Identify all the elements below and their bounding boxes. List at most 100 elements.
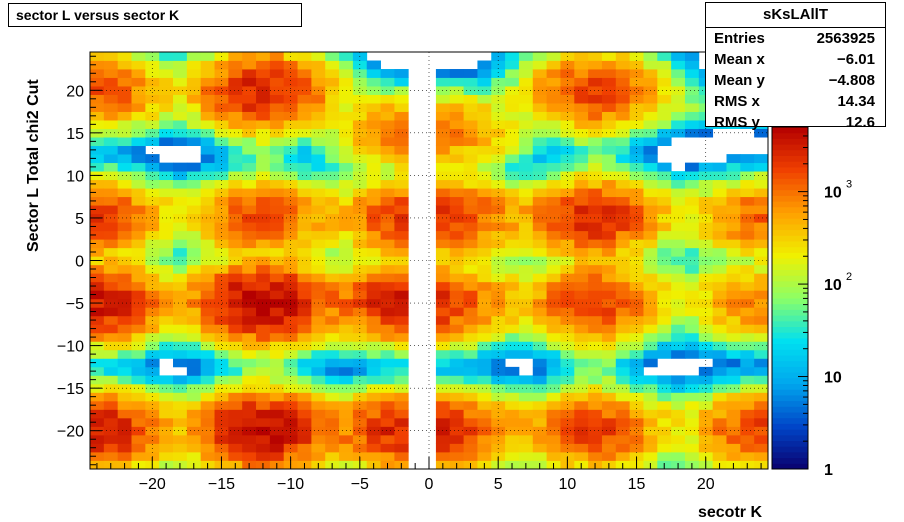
heatmap-cell [228, 145, 243, 155]
heatmap-cell [283, 358, 298, 368]
heatmap-cell [145, 154, 160, 164]
heatmap-cell [532, 120, 548, 129]
heatmap-cell [339, 103, 354, 112]
heatmap-cell [145, 86, 160, 95]
heatmap-cell [380, 77, 395, 87]
heatmap-cell [726, 213, 741, 223]
heatmap-cell [242, 239, 257, 249]
heatmap-cell [435, 409, 451, 419]
heatmap-cell [366, 434, 381, 444]
heatmap-cell [463, 409, 478, 419]
heatmap-cell [352, 213, 368, 223]
heatmap-cell [463, 222, 478, 232]
colorbar-segment [772, 349, 808, 356]
heatmap-cell [173, 77, 188, 87]
heatmap-cell [449, 400, 464, 410]
heatmap-cell [505, 247, 520, 257]
heatmap-cell [394, 154, 409, 164]
y-tick-label: −10 [57, 339, 84, 356]
heatmap-cell [546, 358, 561, 368]
heatmap-cell [435, 179, 451, 189]
heatmap-cell [200, 94, 215, 104]
heatmap-cell [588, 315, 603, 325]
heatmap-cell [726, 392, 741, 402]
heatmap-cell [657, 400, 672, 410]
heatmap-cell [131, 400, 146, 410]
colorbar-segment [772, 406, 808, 413]
heatmap-cell [200, 341, 215, 351]
heatmap-cell [505, 256, 520, 266]
heatmap-cell [449, 188, 464, 198]
heatmap-cell [588, 94, 603, 104]
heatmap-cell [200, 409, 215, 419]
heatmap-cell [311, 273, 326, 283]
heatmap-cell [435, 205, 451, 215]
heatmap-cell [186, 60, 202, 70]
heatmap-cell [629, 171, 644, 181]
heatmap-cell [311, 94, 326, 104]
heatmap-cell [117, 162, 132, 172]
heatmap-cell [311, 349, 326, 359]
heatmap-cell [518, 120, 534, 129]
heatmap-cell [131, 247, 146, 257]
heatmap-cell [477, 205, 492, 215]
heatmap-cell [117, 426, 132, 436]
heatmap-cell [505, 179, 520, 189]
heatmap-cell [629, 307, 644, 317]
heatmap-cell [117, 137, 132, 147]
heatmap-cell [297, 196, 312, 206]
heatmap-cell [283, 103, 298, 112]
heatmap-cell [546, 366, 561, 376]
heatmap-cell [657, 315, 672, 325]
heatmap-cell [242, 426, 257, 436]
heatmap-cell [380, 120, 395, 129]
heatmap-cell [339, 154, 354, 164]
heatmap-cell [754, 315, 769, 325]
heatmap-cell [671, 230, 686, 240]
heatmap-cell [394, 409, 409, 419]
heatmap-cell [546, 154, 561, 164]
heatmap-cell [463, 332, 478, 342]
heatmap-cell [380, 94, 395, 104]
heatmap-cell [325, 120, 340, 129]
heatmap-cell [173, 434, 188, 444]
heatmap-cell [532, 154, 548, 164]
heatmap-cell [477, 290, 492, 300]
heatmap-cell [325, 111, 340, 121]
heatmap-cell [698, 400, 714, 410]
heatmap-cell [269, 111, 285, 121]
heatmap-cell [491, 358, 506, 368]
heatmap-cell [574, 400, 589, 410]
heatmap-cell [657, 86, 672, 95]
heatmap-cell [726, 383, 741, 393]
heatmap-cell [269, 307, 285, 317]
heatmap-cell [117, 222, 132, 232]
heatmap-cell [740, 247, 755, 257]
heatmap-cell [394, 222, 409, 232]
heatmap-cell [200, 315, 215, 325]
heatmap-cell [491, 349, 506, 359]
heatmap-cell [214, 222, 229, 232]
heatmap-cell [366, 409, 381, 419]
heatmap-cell [145, 358, 160, 368]
heatmap-cell [339, 222, 354, 232]
stats-row-rms-x: RMS x 14.34 [706, 91, 885, 112]
heatmap-cell [380, 230, 395, 240]
heatmap-cell [159, 324, 174, 334]
heatmap-cell [214, 349, 229, 359]
heatmap-cell [532, 86, 548, 95]
heatmap-cell [477, 171, 492, 181]
heatmap-cell [339, 69, 354, 78]
heatmap-cell [242, 400, 257, 410]
colorbar-segment [772, 286, 808, 293]
heatmap-cell [394, 239, 409, 249]
colorbar-segment [772, 269, 808, 276]
heatmap-cell [435, 349, 451, 359]
heatmap-cell [269, 281, 285, 291]
heatmap-cell [325, 400, 340, 410]
heatmap-cell [394, 383, 409, 393]
heatmap-cell [518, 332, 534, 342]
heatmap-cell [311, 434, 326, 444]
heatmap-cell [145, 281, 160, 291]
heatmap-cell [532, 137, 548, 147]
